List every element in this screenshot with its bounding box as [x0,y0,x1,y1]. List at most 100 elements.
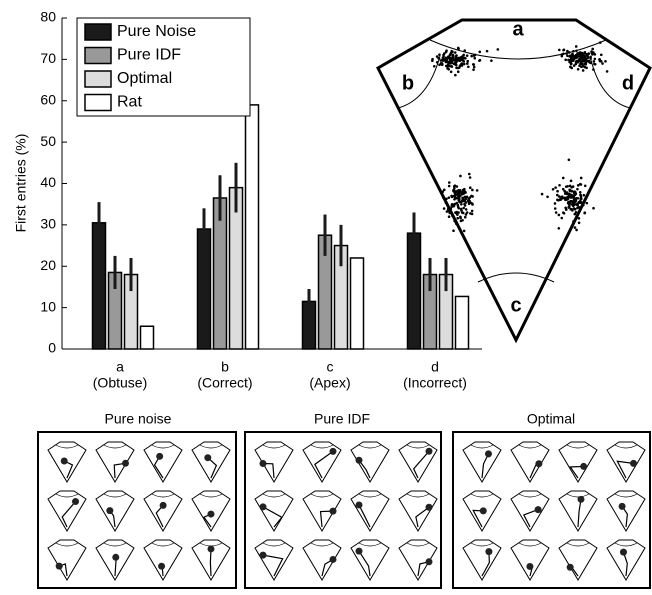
scatter-dot [443,207,446,210]
scatter-dot [576,54,579,57]
scatter-dot [460,203,463,206]
scatter-dot [473,66,476,69]
scatter-dot [448,181,451,184]
y-tick-label: 80 [40,9,56,25]
scatter-dot [565,198,568,201]
scatter-dot [459,215,462,218]
scatter-dot [575,45,578,48]
scatter-dot [566,185,569,188]
scatter-dot [473,54,476,57]
panel-title: Pure IDF [314,411,370,427]
scatter-dot [460,58,463,61]
scatter-dot [463,49,466,52]
scatter-dot [552,188,555,191]
mini-arc [359,445,381,448]
scatter-dot [601,62,604,65]
scatter-dot [455,197,458,200]
scatter-dot [447,210,450,213]
scatter-dot [445,65,448,68]
scatter-dot [541,193,544,196]
scatter-dot [566,54,569,57]
scatter-dot [585,67,588,70]
scatter-dot [566,191,569,194]
mini-dot [426,448,433,455]
legend-label: Pure IDF [117,47,181,64]
scatter-dot [458,195,461,198]
scatter-dot [486,50,489,53]
mini-dot [156,453,163,460]
mini-dot [61,457,68,464]
scatter-dot [448,65,451,68]
x-tick-label: (Correct) [197,375,252,391]
legend-swatch [85,48,111,64]
scatter-dot [458,198,461,201]
mini-trajectory [210,549,211,576]
scatter-dot [569,185,572,188]
scatter-dot [461,219,464,222]
scatter-dot [599,60,602,63]
scatter-dot [497,48,500,51]
scatter-dot [563,49,566,52]
scatter-dot [436,61,439,64]
x-tick-label: c [327,359,334,375]
mini-arc [519,445,541,448]
scatter-dot [454,55,457,58]
scatter-dot [567,202,570,205]
scatter-dot [452,229,455,232]
scatter-dot [584,184,587,187]
mini-dot [122,460,129,467]
x-tick-label: (Obtuse) [93,375,147,391]
mini-dot [426,558,433,565]
scatter-dot [564,58,567,61]
mini-arc [152,494,174,497]
scatter-dot [587,52,590,55]
scatter-dot [461,191,464,194]
scatter-dot [579,191,582,194]
scatter-dot [580,197,583,200]
scatter-dot [579,201,582,204]
scatter-dot [578,222,581,225]
mini-arc [311,494,333,497]
scatter-dot [575,211,578,214]
mini-dot [260,552,267,559]
scatter-dot [471,213,474,216]
mini-dot [480,507,487,514]
mini-dot [204,454,211,461]
scatter-dot [466,60,469,63]
scatter-dot [578,52,581,55]
kite-label: d [622,72,634,94]
mini-arc [104,543,126,546]
scatter-dot [431,59,434,62]
legend-label: Pure Noise [117,23,196,40]
scatter-dot [455,202,458,205]
scatter-dot [554,202,557,205]
scatter-dot [575,49,578,52]
scatter-dot [448,62,451,65]
mini-trajectory [482,552,489,576]
mini-trajectory [578,499,581,527]
mini-arc [263,543,285,546]
bar [456,296,469,349]
scatter-dot [450,50,453,53]
scatter-dot [451,203,454,206]
scatter-dot [464,204,467,207]
scatter-dot [469,186,472,189]
scatter-dot [450,205,453,208]
scatter-dot [460,208,463,211]
scatter-dot [573,64,576,67]
scatter-dot [464,216,467,219]
mini-dot [356,548,363,555]
scatter-dot [558,214,561,217]
mini-dot [158,563,165,570]
mini-arc [567,494,589,497]
legend-label: Rat [117,94,142,111]
x-tick-label: b [221,359,229,375]
scatter-dot [586,60,589,63]
x-tick-label: (Incorrect) [403,375,467,391]
scatter-dot [583,194,586,197]
mini-dot [356,501,363,508]
scatter-dot [580,177,583,180]
scatter-dot [450,70,453,73]
mini-trajectory [62,502,75,527]
mini-dot [112,554,119,561]
